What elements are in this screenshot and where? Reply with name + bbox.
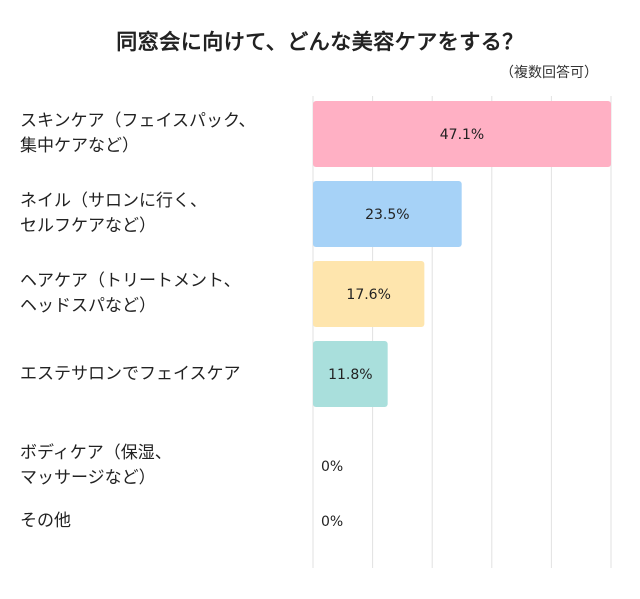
data-label: 47.1% xyxy=(440,127,484,143)
category-label: その他 xyxy=(20,509,71,534)
bar xyxy=(313,101,611,167)
category-label-line: セルフケアなど） xyxy=(20,216,156,236)
data-label: 23.5% xyxy=(365,207,409,223)
category-label-line: スキンケア（フェイスパック、 xyxy=(20,111,256,131)
category-label-line: エステサロンでフェイスケア xyxy=(20,363,241,384)
category-label: ネイル（サロンに行く、 セルフケアなど） xyxy=(20,189,207,239)
category-label: スキンケア（フェイスパック、 集中ケアなど） xyxy=(20,109,255,159)
category-label-line: ヘッドスパなど） xyxy=(20,296,156,316)
category-label: ボディケア（保湿、 マッサージなど） xyxy=(20,441,172,491)
data-label: 0% xyxy=(321,459,343,475)
category-label-line: ネイル（サロンに行く、 xyxy=(20,191,207,211)
category-label-line: ボディケア（保湿、 xyxy=(20,443,172,463)
data-label: 17.6% xyxy=(346,287,390,303)
category-label-line: マッサージなど） xyxy=(20,468,156,488)
category-label-line: 集中ケアなど） xyxy=(20,136,139,156)
chart-title: 同窓会に向けて、どんな美容ケアをする？ xyxy=(116,30,524,54)
bar xyxy=(313,181,462,247)
category-label: エステサロンでフェイスケア xyxy=(20,362,241,387)
bar xyxy=(313,341,388,407)
category-label-line: その他 xyxy=(20,510,71,531)
category-label: ヘアケア（トリートメント、 ヘッドスパなど） xyxy=(20,269,241,319)
category-label-line: ヘアケア（トリートメント、 xyxy=(20,271,241,291)
data-label: 11.8% xyxy=(328,367,372,383)
chart-subtitle: （複数回答可） xyxy=(500,65,598,81)
bar xyxy=(313,261,425,327)
data-label: 0% xyxy=(321,514,343,530)
